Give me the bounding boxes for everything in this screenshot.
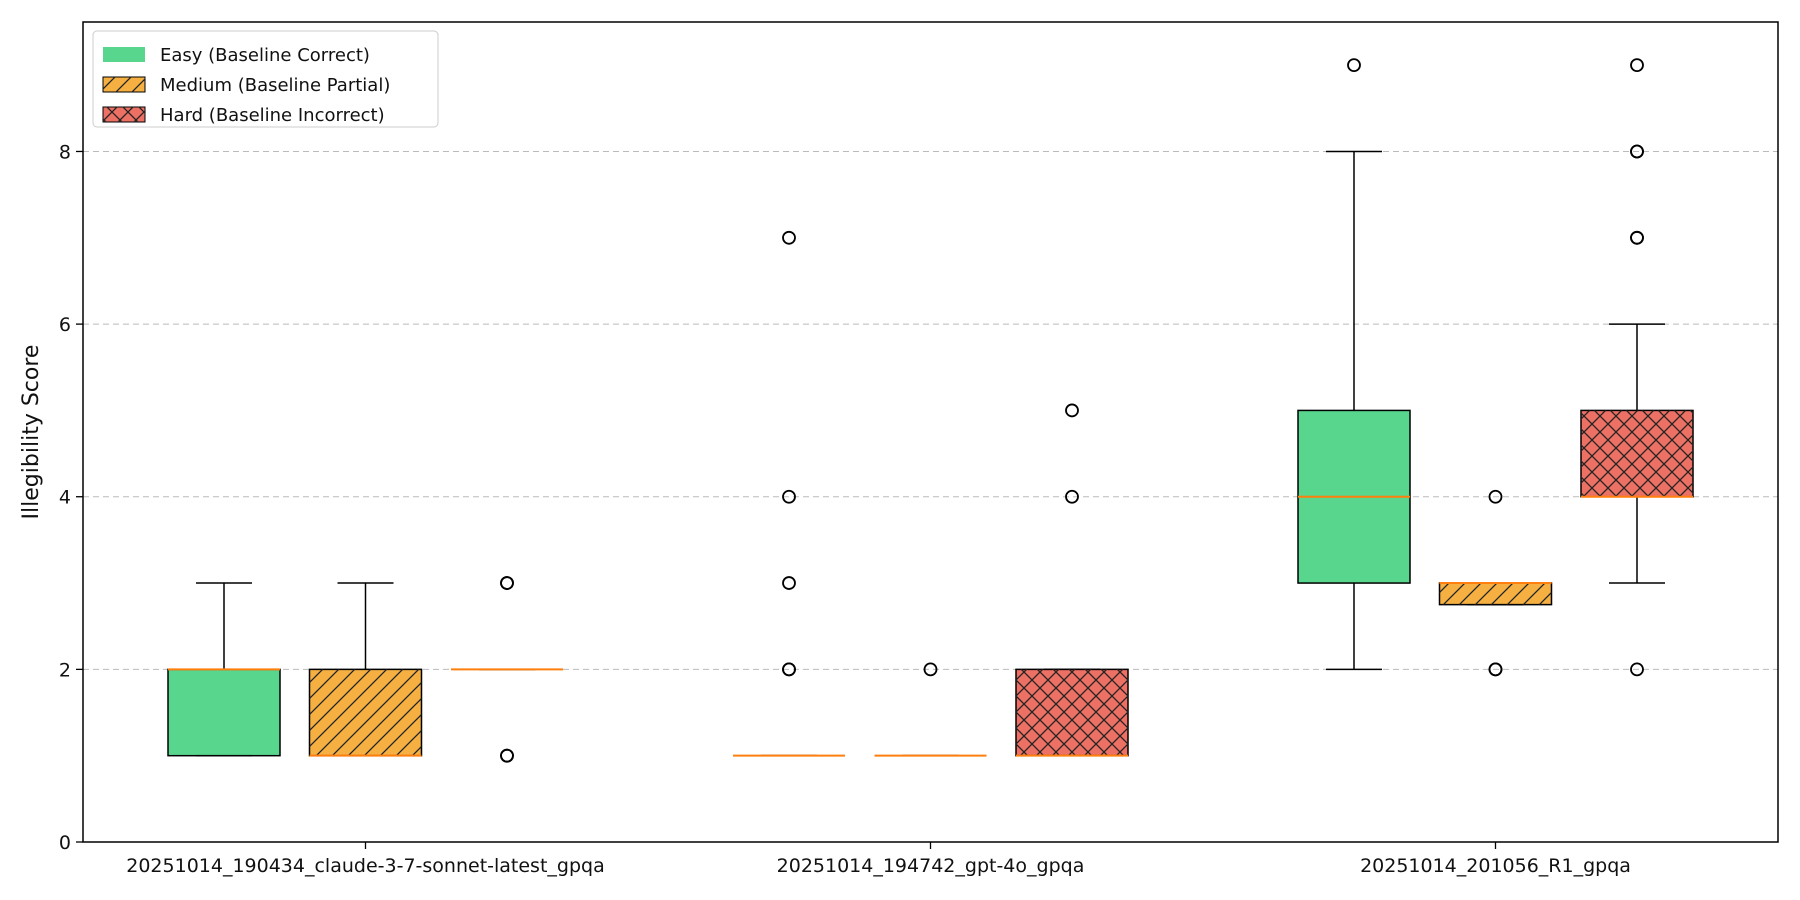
outlier-point bbox=[923, 662, 938, 677]
outlier-point bbox=[1065, 489, 1079, 504]
box-hatch bbox=[1016, 669, 1128, 756]
box-diagonal-0 bbox=[308, 582, 423, 757]
legend-item-0: Easy (Baseline Correct) bbox=[103, 45, 370, 66]
x-tick-label: 20251014_190434_claude-3-7-sonnet-latest… bbox=[126, 855, 604, 877]
legend-swatch-hatch bbox=[103, 77, 145, 92]
outlier-point bbox=[1488, 662, 1503, 677]
outlier-point bbox=[1630, 662, 1644, 677]
box-none-2 bbox=[1297, 58, 1411, 671]
plot-area bbox=[167, 58, 1694, 763]
outlier-point bbox=[1347, 58, 1361, 73]
box-crosshatch-2 bbox=[1580, 58, 1694, 677]
box-hatch bbox=[1439, 583, 1552, 605]
y-tick-label: 6 bbox=[59, 314, 71, 336]
legend-item-2: Hard (Baseline Incorrect) bbox=[102, 105, 385, 126]
y-tick-label: 0 bbox=[59, 832, 71, 854]
legend-swatch-hatch bbox=[103, 107, 145, 122]
outlier-point bbox=[782, 576, 796, 590]
outlier-point bbox=[1488, 489, 1503, 504]
box-crosshatch-1 bbox=[1015, 403, 1129, 757]
x-tick-label: 20251014_201056_R1_gpqa bbox=[1360, 855, 1631, 877]
box-none-1 bbox=[733, 230, 845, 757]
outlier-point bbox=[500, 748, 514, 763]
legend-box bbox=[92, 30, 439, 128]
x-tick-label: 20251014_194742_gpt-4o_gpqa bbox=[777, 855, 1085, 877]
outlier-point bbox=[782, 489, 796, 504]
axes: 0 2 4 6 8 20251014_190434_claude-3-7-sonnet-l… bbox=[59, 141, 1631, 877]
legend: Easy (Baseline Correct) Medium (Baseline … bbox=[92, 30, 439, 128]
legend-label: Hard (Baseline Incorrect) bbox=[160, 105, 385, 126]
outlier-point bbox=[1630, 230, 1644, 245]
box-none-0 bbox=[167, 582, 281, 757]
y-tick-label: 2 bbox=[59, 659, 71, 681]
outlier-point bbox=[782, 662, 796, 677]
box-hatch bbox=[309, 669, 422, 756]
outlier-point bbox=[500, 576, 514, 590]
legend-swatch bbox=[103, 47, 145, 62]
box-body bbox=[167, 668, 281, 757]
legend-label: Easy (Baseline Correct) bbox=[160, 45, 370, 66]
box-diagonal-2 bbox=[1438, 489, 1553, 677]
outlier-point bbox=[782, 230, 796, 245]
legend-item-1: Medium (Baseline Partial) bbox=[102, 75, 390, 96]
legend-label: Medium (Baseline Partial) bbox=[160, 75, 390, 96]
y-axis-label: Illegibility Score bbox=[19, 345, 44, 520]
outlier-point bbox=[1630, 144, 1644, 159]
outlier-point bbox=[1065, 403, 1079, 418]
y-tick-label: 4 bbox=[59, 487, 71, 509]
outlier-point bbox=[1630, 58, 1644, 73]
box-hatch bbox=[1581, 410, 1693, 497]
y-tick-label: 8 bbox=[59, 141, 71, 163]
box-crosshatch-0 bbox=[451, 576, 563, 763]
box-diagonal-1 bbox=[874, 662, 987, 757]
